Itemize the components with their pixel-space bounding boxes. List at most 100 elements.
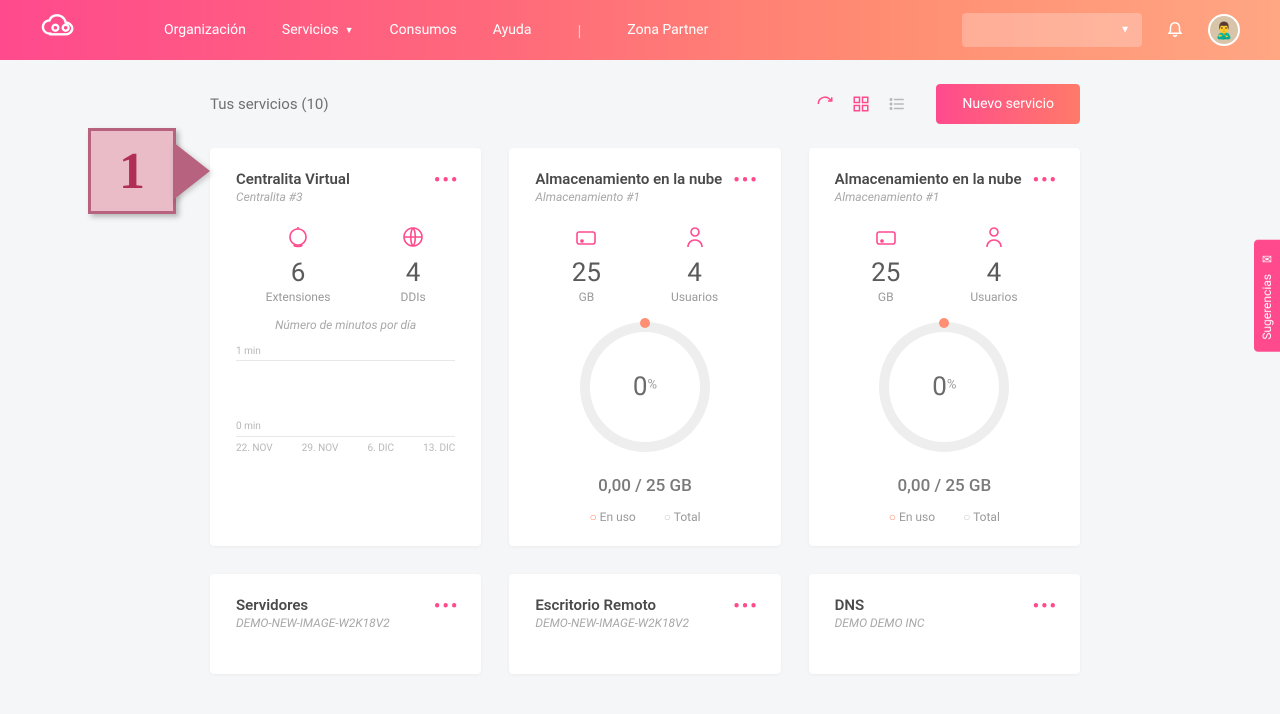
card-title: Escritorio Remoto — [535, 596, 754, 614]
list-view-icon[interactable] — [888, 95, 906, 113]
nav-zona-partner[interactable]: Zona Partner — [627, 22, 708, 38]
card-menu-icon[interactable]: ••• — [733, 596, 758, 617]
usage-donut: 0% — [835, 322, 1054, 452]
x-label: 13. DIC — [423, 443, 455, 454]
card-subtitle: Centralita #3 — [236, 190, 455, 204]
stat-value: 4 — [970, 258, 1017, 288]
legend-total: Total — [664, 510, 701, 524]
usage-donut: 0% — [535, 322, 754, 452]
cards-grid: Centralita Virtual Centralita #3 ••• 6 E… — [210, 148, 1080, 674]
x-label: 6. DIC — [368, 443, 395, 454]
card-menu-icon[interactable]: ••• — [1033, 596, 1058, 617]
topbar-right: 🙎‍♂️ — [962, 13, 1240, 47]
chevron-down-icon: ▼ — [345, 25, 354, 36]
headset-icon — [266, 224, 331, 250]
nav-organizacion[interactable]: Organización — [164, 22, 246, 38]
stat-row: 25 GB 4 Usuarios — [535, 224, 754, 304]
user-avatar[interactable]: 🙎‍♂️ — [1208, 14, 1240, 46]
card-title: DNS — [835, 596, 1054, 614]
nav-servicios[interactable]: Servicios ▼ — [282, 22, 354, 38]
legend-used: En uso — [889, 510, 935, 524]
refresh-icon[interactable] — [816, 95, 834, 113]
topbar: Organización Servicios ▼ Consumos Ayuda … — [0, 0, 1280, 60]
card-servidores[interactable]: Servidores DEMO-NEW-IMAGE-W2K18V2 ••• — [210, 574, 481, 674]
stat-value: 4 — [400, 258, 425, 288]
legend-total: Total — [963, 510, 1000, 524]
card-title: Almacenamiento en la nube — [535, 170, 754, 188]
card-title: Centralita Virtual — [236, 170, 455, 188]
globe-icon — [400, 224, 425, 250]
minutes-chart: 1 min 0 min 22. NOV 29. NOV 6. DIC 13. D… — [236, 346, 455, 454]
y-label: 0 min — [236, 421, 455, 432]
notifications-icon[interactable] — [1166, 19, 1184, 42]
stat-value: 25 — [871, 258, 900, 288]
stat-row: 6 Extensiones 4 DDIs — [236, 224, 455, 304]
nav-consumos[interactable]: Consumos — [390, 22, 457, 38]
disk-icon — [572, 224, 601, 250]
card-storage-2[interactable]: Almacenamiento en la nube Almacenamiento… — [809, 148, 1080, 546]
card-subtitle: Almacenamiento #1 — [535, 190, 754, 204]
stat-ddis: 4 DDIs — [400, 224, 425, 304]
nav-separator: | — [577, 21, 581, 40]
card-menu-icon[interactable]: ••• — [733, 170, 758, 191]
feedback-icon: ✉ — [1260, 252, 1274, 266]
x-label: 22. NOV — [236, 443, 273, 454]
card-subtitle: DEMO DEMO INC — [835, 616, 1054, 630]
feedback-label: Sugerencias — [1260, 274, 1274, 340]
usage-text: 0,00 / 25 GB — [535, 476, 754, 496]
disk-icon — [871, 224, 900, 250]
user-icon — [970, 224, 1017, 250]
stat-gb: 25 GB — [871, 224, 900, 304]
stat-label: GB — [572, 290, 601, 304]
stat-label: Usuarios — [671, 290, 718, 304]
chart-caption: Número de minutos por día — [236, 318, 455, 332]
x-axis: 22. NOV 29. NOV 6. DIC 13. DIC — [236, 436, 455, 454]
stat-label: DDIs — [400, 290, 425, 304]
stat-value: 6 — [266, 258, 331, 288]
page: Tus servicios (10) Nuevo servicio Centra… — [0, 60, 1280, 714]
y-label: 1 min — [236, 346, 455, 357]
stat-value: 4 — [671, 258, 718, 288]
stat-value: 25 — [572, 258, 601, 288]
stat-users: 4 Usuarios — [970, 224, 1017, 304]
card-dns[interactable]: DNS DEMO DEMO INC ••• — [809, 574, 1080, 674]
card-centralita[interactable]: Centralita Virtual Centralita #3 ••• 6 E… — [210, 148, 481, 546]
card-menu-icon[interactable]: ••• — [434, 596, 459, 617]
card-title: Servidores — [236, 596, 455, 614]
main-nav: Organización Servicios ▼ Consumos Ayuda … — [164, 21, 708, 40]
stat-label: Usuarios — [970, 290, 1017, 304]
stat-label: Extensiones — [266, 290, 331, 304]
new-service-button[interactable]: Nuevo servicio — [936, 84, 1080, 124]
legend-used: En uso — [589, 510, 635, 524]
card-menu-icon[interactable]: ••• — [434, 170, 459, 191]
legend: En uso Total — [835, 510, 1054, 524]
usage-text: 0,00 / 25 GB — [835, 476, 1054, 496]
legend: En uso Total — [535, 510, 754, 524]
logo[interactable] — [40, 12, 84, 49]
grid-view-icon[interactable] — [852, 95, 870, 113]
stat-label: GB — [871, 290, 900, 304]
page-title: Tus servicios (10) — [210, 95, 329, 113]
x-label: 29. NOV — [302, 443, 339, 454]
stat-users: 4 Usuarios — [671, 224, 718, 304]
percent-icon: % — [648, 378, 658, 393]
card-subtitle: Almacenamiento #1 — [835, 190, 1054, 204]
card-escritorio[interactable]: Escritorio Remoto DEMO-NEW-IMAGE-W2K18V2… — [509, 574, 780, 674]
user-icon — [671, 224, 718, 250]
feedback-tab[interactable]: Sugerencias ✉ — [1254, 240, 1280, 352]
page-header: Tus servicios (10) Nuevo servicio — [210, 84, 1080, 124]
view-actions: Nuevo servicio — [816, 84, 1080, 124]
card-title: Almacenamiento en la nube — [835, 170, 1054, 188]
stat-gb: 25 GB — [572, 224, 601, 304]
card-subtitle: DEMO-NEW-IMAGE-W2K18V2 — [236, 616, 455, 630]
card-menu-icon[interactable]: ••• — [1033, 170, 1058, 191]
stat-row: 25 GB 4 Usuarios — [835, 224, 1054, 304]
percent-icon: % — [947, 378, 957, 393]
nav-servicios-label: Servicios — [282, 22, 339, 38]
card-subtitle: DEMO-NEW-IMAGE-W2K18V2 — [535, 616, 754, 630]
card-storage-1[interactable]: Almacenamiento en la nube Almacenamiento… — [509, 148, 780, 546]
donut-value: 0 — [633, 372, 648, 402]
stat-extensiones: 6 Extensiones — [266, 224, 331, 304]
nav-ayuda[interactable]: Ayuda — [493, 22, 532, 38]
tenant-selector[interactable] — [962, 13, 1142, 47]
